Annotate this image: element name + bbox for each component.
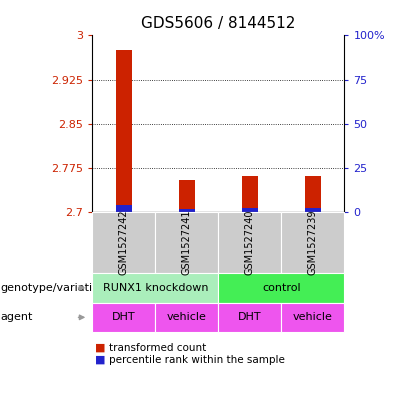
Bar	[305, 208, 321, 212]
Text: control: control	[262, 283, 301, 293]
Text: vehicle: vehicle	[167, 312, 207, 322]
Text: GSM1527241: GSM1527241	[182, 210, 192, 275]
Bar	[116, 205, 132, 212]
Text: percentile rank within the sample: percentile rank within the sample	[109, 354, 285, 365]
Text: genotype/variation: genotype/variation	[0, 283, 106, 293]
Text: DHT: DHT	[238, 312, 262, 322]
Bar	[242, 176, 258, 212]
Text: RUNX1 knockdown: RUNX1 knockdown	[102, 283, 208, 293]
Bar	[242, 208, 258, 212]
Bar	[116, 50, 132, 212]
Text: GSM1527242: GSM1527242	[119, 210, 129, 275]
Title: GDS5606 / 8144512: GDS5606 / 8144512	[141, 17, 296, 31]
Text: GSM1527239: GSM1527239	[308, 210, 318, 275]
Text: GSM1527240: GSM1527240	[245, 210, 255, 275]
Text: ■: ■	[94, 354, 105, 365]
Text: DHT: DHT	[112, 312, 136, 322]
Bar	[305, 176, 321, 212]
Text: ■: ■	[94, 343, 105, 353]
Text: agent: agent	[0, 312, 33, 322]
Bar	[179, 180, 195, 212]
Text: vehicle: vehicle	[293, 312, 333, 322]
Bar	[179, 209, 195, 212]
Text: transformed count: transformed count	[109, 343, 207, 353]
